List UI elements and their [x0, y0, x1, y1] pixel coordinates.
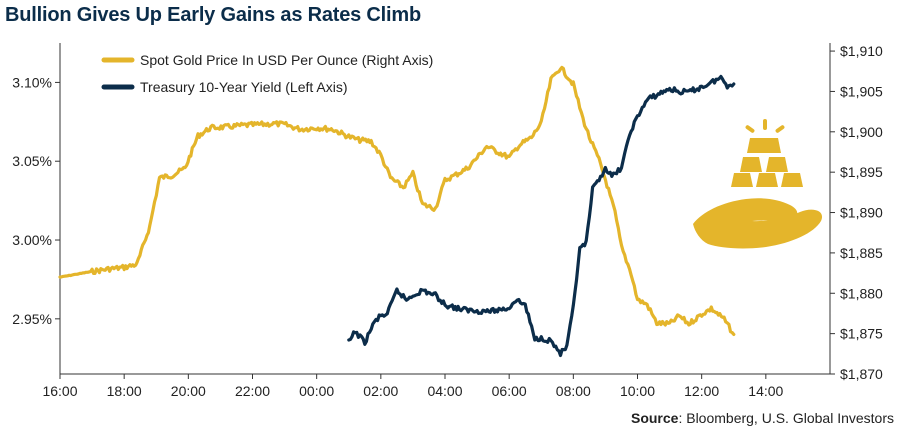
icon-ray: [745, 125, 755, 133]
x-tick-label: 12:00: [684, 383, 719, 399]
chart-legend: Spot Gold Price In USD Per Ounce (Right …: [101, 52, 433, 95]
series-line: [347, 74, 736, 358]
x-tick-label: 02:00: [363, 383, 398, 399]
series-line: [58, 65, 736, 336]
x-tick-label: 10:00: [620, 383, 655, 399]
icon-gold-bar: [740, 157, 762, 172]
y-left-tick-label: 3.05%: [12, 153, 52, 169]
icon-ray: [763, 119, 767, 130]
icon-gold-bar: [731, 173, 753, 187]
x-tick-label: 08:00: [556, 383, 591, 399]
icon-hand: [693, 198, 823, 249]
source-note: Source: Bloomberg, U.S. Global Investors: [631, 410, 894, 426]
y-right-tick-label: $1,905: [840, 83, 883, 99]
legend-label: Spot Gold Price In USD Per Ounce (Right …: [140, 52, 433, 68]
x-tick-label: 06:00: [492, 383, 527, 399]
x-tick-label: 22:00: [235, 383, 270, 399]
icon-gold-bar: [781, 173, 803, 187]
icon-gold-bar: [766, 157, 788, 172]
icon-gold-bar: [747, 138, 781, 153]
x-tick-label: 04:00: [427, 383, 462, 399]
x-tick-label: 16:00: [42, 383, 77, 399]
y-right-tick-label: $1,910: [840, 43, 883, 59]
icon-ray: [775, 125, 785, 133]
x-tick-label: 18:00: [107, 383, 142, 399]
source-text: : Bloomberg, U.S. Global Investors: [678, 410, 894, 426]
gold-bars-on-hand-icon: [693, 119, 823, 249]
x-tick-label: 20:00: [171, 383, 206, 399]
y-right-tick-label: $1,875: [840, 326, 883, 342]
y-left-tick-label: 3.00%: [12, 232, 52, 248]
x-tick-label: 00:00: [299, 383, 334, 399]
source-label: Source: [630, 410, 679, 426]
y-right-tick-label: $1,895: [840, 164, 883, 180]
y-right-tick-label: $1,880: [840, 285, 883, 301]
axis-ticks: 18:00 20:00 22:00 00:00 02:00 04:00 06:00 08:00…: [12, 43, 883, 399]
y-right-tick-label: $1,890: [840, 205, 883, 221]
y-left-tick-label: 2.95%: [12, 311, 52, 327]
y-right-tick-label: $1,870: [840, 366, 883, 382]
x-tick-label: 14:00: [748, 383, 783, 399]
icon-gold-bar: [756, 173, 778, 187]
y-right-tick-label: $1,885: [840, 245, 883, 261]
y-right-tick-label: $1,900: [840, 124, 883, 140]
legend-label: Treasury 10-Year Yield (Left Axis): [140, 79, 348, 95]
y-left-tick-label: 3.10%: [12, 74, 52, 90]
chart-title: Bullion Gives Up Early Gains as Rates Cl…: [5, 4, 421, 26]
chart-series: [58, 65, 736, 358]
